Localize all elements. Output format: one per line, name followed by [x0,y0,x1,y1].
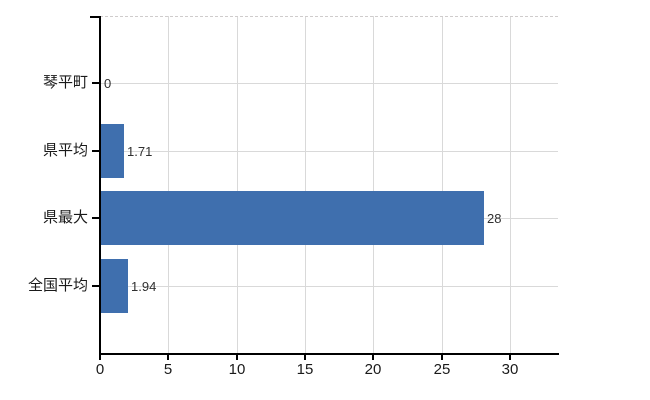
x-tick-label: 15 [296,361,314,378]
gridline-vertical [441,16,443,353]
x-tick-label: 0 [95,361,105,378]
gridline-vertical [236,16,238,353]
y-axis-line [99,16,101,354]
y-category-label: 琴平町 [42,74,88,91]
x-axis-tick [509,354,511,360]
x-tick-label: 10 [228,361,246,378]
x-axis-tick [304,354,306,360]
x-tick-label: 5 [163,361,173,378]
bar-data-label: 28 [487,211,502,226]
y-category-tick [92,217,100,219]
gridline-vertical [168,16,170,353]
bar [101,259,128,313]
y-category-label: 全国平均 [27,277,88,294]
plot-area: 0 1.71 28 1.94 [100,16,558,353]
gridline-horizontal [100,83,558,84]
gridline-horizontal [100,151,558,152]
x-axis-tick [441,354,443,360]
y-category-tick [92,82,100,84]
bar-data-label: 0 [104,76,112,91]
x-tick-label: 30 [501,361,519,378]
x-axis-tick [167,354,169,360]
plot-top-border [100,16,558,17]
bar [101,124,124,178]
x-tick-label: 25 [433,361,451,378]
bar-data-label: 1.94 [131,279,157,294]
gridline-vertical [510,16,512,353]
x-tick-label: 20 [364,361,382,378]
x-axis-tick [372,354,374,360]
y-category-label: 県最大 [42,209,88,226]
y-category-tick [92,285,100,287]
bar-data-label: 1.71 [127,144,153,159]
x-axis-tick [99,354,101,360]
gridline-horizontal [100,286,558,287]
y-category-label: 県平均 [42,142,88,159]
x-axis-tick [236,354,238,360]
y-axis-top-cap [90,16,100,18]
y-category-tick [92,150,100,152]
bar [101,191,484,245]
x-axis-line [99,353,559,355]
gridline-vertical [373,16,375,353]
gridline-vertical [305,16,307,353]
